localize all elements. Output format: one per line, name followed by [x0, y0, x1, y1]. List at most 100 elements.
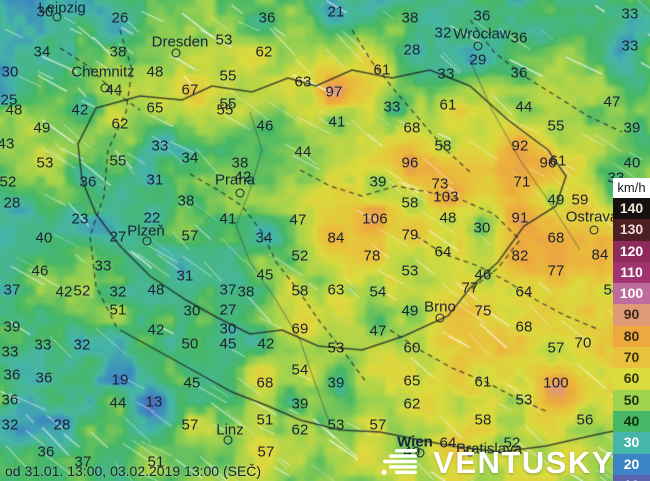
city-label-praha[interactable]: Praha	[214, 171, 256, 189]
wind-speed-label: 96	[539, 154, 557, 172]
wind-speed-label: 62	[111, 115, 129, 133]
city-marker-dot	[589, 225, 599, 235]
legend-band-60: 60	[613, 368, 650, 390]
wind-speed-label: 58	[401, 194, 419, 212]
wind-speed-label: 42	[147, 321, 165, 339]
city-label-linz[interactable]: Linz	[216, 421, 244, 439]
city-label-brno[interactable]: Brno	[424, 298, 456, 316]
wind-speed-label: 32	[434, 24, 452, 42]
city-label-chemnitz[interactable]: Chemnitz	[71, 63, 135, 81]
city-label-bratislava[interactable]: Bratislava	[456, 440, 522, 458]
wind-speed-label: 40	[623, 154, 641, 172]
wind-speed-label: 75	[474, 302, 492, 320]
city-label-dresden[interactable]: Dresden	[151, 33, 209, 51]
wind-speed-label: 38	[401, 9, 419, 27]
city-marker-dot	[52, 12, 62, 22]
city-label-wien[interactable]: Wien	[397, 433, 433, 451]
wind-speed-label: 48	[5, 101, 23, 119]
wind-speed-label: 57	[181, 227, 199, 245]
wind-speed-label: 41	[328, 113, 346, 131]
wind-speed-label: 37	[3, 281, 21, 299]
wind-speed-label: 40	[35, 229, 53, 247]
wind-speed-label: 44	[105, 81, 123, 99]
wind-speed-label: 36	[1, 391, 19, 409]
wind-speed-label: 34	[255, 229, 273, 247]
wind-speed-label: 38	[109, 43, 127, 61]
wind-speed-label: 103	[433, 188, 459, 206]
wind-speed-label: 79	[401, 226, 419, 244]
wind-speed-label: 36	[37, 443, 55, 461]
city-marker-dot	[100, 83, 110, 93]
wind-speed-label: 30	[219, 320, 237, 338]
wind-speed-label: 36	[3, 366, 21, 384]
wind-speed-label: 33	[621, 5, 639, 23]
wind-speed-label: 28	[3, 194, 21, 212]
city-label-wrocaw[interactable]: Wrocław	[453, 25, 511, 43]
wind-speed-label: 42	[71, 101, 89, 119]
wind-speed-label: 49	[547, 191, 565, 209]
wind-speed-label: 56	[576, 411, 594, 429]
wind-speed-label: 65	[146, 99, 164, 117]
wind-speed-label: 39	[369, 173, 387, 191]
wind-speed-label: 37	[219, 281, 237, 299]
wind-speed-label: 36	[510, 29, 528, 47]
wind-speed-label: 25	[0, 91, 18, 109]
city-label-plze[interactable]: Plzeň	[127, 222, 165, 240]
wind-speed-label: 32	[109, 283, 127, 301]
city-label-ostrava[interactable]: Ostrava	[565, 208, 619, 226]
wind-speed-label: 46	[31, 262, 49, 280]
wind-speed-label: 32	[1, 416, 19, 434]
wind-speed-label: 30	[183, 302, 201, 320]
legend-band-50: 50	[613, 389, 650, 411]
wind-speed-label: 57	[369, 416, 387, 434]
wind-speed-label: 100	[543, 374, 569, 392]
wind-speed-label: 55	[219, 67, 237, 85]
wind-speed-label: 26	[111, 9, 129, 27]
wind-speed-label: 39	[623, 119, 641, 137]
wind-speed-label: 58	[291, 282, 309, 300]
wind-speed-label: 106	[362, 210, 388, 228]
status-bar-timestamp: od 31.01. 13:00, 03.02.2019 13:00 (SEČ)	[5, 463, 262, 479]
wind-speed-label: 48	[439, 209, 457, 227]
wind-speed-label: 39	[291, 395, 309, 413]
wind-speed-label: 45	[219, 335, 237, 353]
wind-speed-label: 53	[515, 391, 533, 409]
wind-speed-label: 64	[515, 283, 533, 301]
wind-speed-label: 78	[363, 247, 381, 265]
wind-speed-label: 34	[33, 43, 51, 61]
wind-speed-label: 92	[511, 137, 529, 155]
wind-speed-label: 55	[216, 101, 234, 119]
wind-speed-label: 49	[33, 119, 51, 137]
wind-speed-label: 48	[146, 63, 164, 81]
wind-speed-label: 13	[145, 393, 163, 411]
legend-band-30: 30	[613, 432, 650, 454]
wind-speed-label: 41	[219, 210, 237, 228]
wind-speed-label: 36	[79, 173, 97, 191]
wind-speed-label: 52	[0, 173, 17, 191]
wind-speed-label: 53	[36, 154, 54, 172]
wind-speed-label: 47	[369, 322, 387, 340]
wind-speed-label: 29	[469, 51, 487, 69]
wind-speed-label: 52	[503, 434, 521, 452]
legend-band-40: 40	[613, 410, 650, 433]
city-marker-dot	[435, 313, 445, 323]
wind-speed-label: 77	[547, 262, 565, 280]
legend-title: km/h	[613, 178, 650, 198]
wind-speed-label: 62	[291, 421, 309, 439]
wind-speed-label: 27	[109, 228, 127, 246]
wind-speed-label: 77	[461, 279, 479, 297]
wind-speed-label: 70	[574, 334, 592, 352]
wind-speed-label: 46	[474, 266, 492, 284]
wind-speed-label: 96	[401, 154, 419, 172]
wind-speed-label: 28	[403, 41, 421, 59]
wind-speed-label: 36	[473, 7, 491, 25]
city-marker-dot	[223, 435, 233, 445]
city-marker-dot	[473, 41, 483, 51]
wind-speed-label: 62	[403, 395, 421, 413]
city-label-leipzig[interactable]: Leipzig	[38, 0, 86, 17]
wind-speed-label: 57	[257, 443, 275, 461]
wind-speed-label: 44	[109, 394, 127, 412]
